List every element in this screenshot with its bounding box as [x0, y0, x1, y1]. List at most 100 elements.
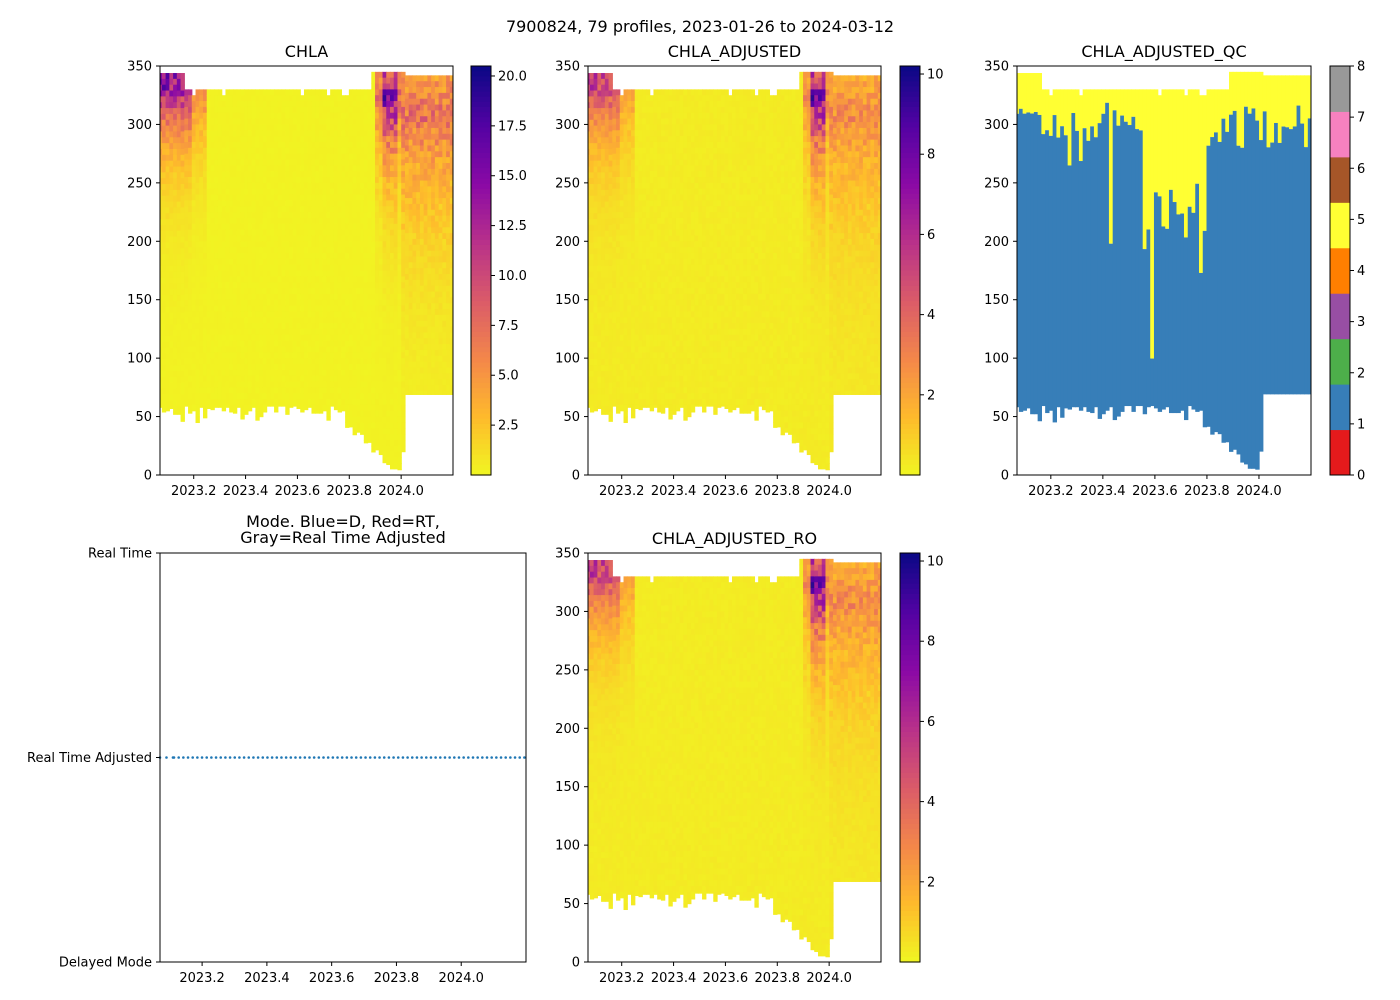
chla-cell: [274, 136, 279, 143]
chla-colorbar-step: [471, 428, 491, 435]
chla-cell: [214, 212, 219, 219]
chla-cell: [251, 212, 256, 219]
chla_adjusted-cell: [593, 213, 598, 220]
chla-cell: [375, 206, 380, 213]
chla-cell: [277, 264, 283, 272]
chla-cell: [326, 252, 331, 260]
chla_adjusted-cell: [601, 119, 606, 127]
chla-cell: [330, 124, 335, 131]
chla-cell: [180, 406, 185, 413]
chla-cell: [195, 235, 200, 242]
chla-cell: [236, 130, 242, 137]
chla-cell: [341, 112, 346, 120]
chla-cell: [307, 171, 313, 178]
chla-cell: [191, 177, 197, 184]
chla-cell: [169, 400, 174, 407]
chla-cell: [322, 358, 328, 365]
chla-cell: [322, 235, 328, 242]
chla-cell: [203, 165, 208, 172]
chla-cell: [348, 95, 354, 102]
chla-cell: [360, 293, 365, 301]
chla-cell: [449, 291, 453, 298]
chla-cell: [240, 171, 245, 178]
chla-cell: [165, 324, 170, 331]
chla-cell: [300, 282, 305, 289]
chla-cell: [285, 393, 290, 400]
chla-cell: [244, 334, 249, 342]
chla-cell: [229, 206, 234, 213]
chla-cell: [427, 180, 432, 187]
chla-cell: [303, 328, 309, 336]
chla-cell: [348, 136, 354, 143]
chla-cell: [404, 303, 410, 310]
chla_adjusted-cell: [601, 96, 606, 103]
chla-cell: [378, 188, 384, 196]
chla-cell: [326, 130, 331, 137]
chla-cell: [330, 264, 335, 272]
chla-cell: [401, 305, 406, 312]
chla-cell: [217, 369, 223, 377]
chla-cell: [247, 352, 253, 359]
chla_adjusted-cell: [597, 236, 602, 244]
chla-cell: [371, 323, 376, 330]
chla-cell: [199, 282, 204, 289]
chla-cell: [199, 293, 204, 301]
chla-cell: [195, 241, 200, 248]
chla-cell: [397, 217, 402, 225]
chla-cell: [165, 90, 170, 97]
chla-cell: [419, 285, 425, 293]
chla-cell: [427, 314, 432, 322]
chla-cell: [434, 349, 440, 357]
chla-cell: [322, 200, 328, 207]
chla_adjusted-cell: [597, 90, 602, 97]
chla-colorbar-step: [471, 96, 491, 103]
chla-cell: [416, 385, 421, 392]
chla-cell: [259, 363, 264, 371]
chla-cell: [438, 186, 443, 193]
chla-cell: [247, 369, 253, 377]
chla-cell: [330, 159, 335, 166]
chla-cell: [199, 153, 204, 161]
chla-cell: [408, 390, 414, 395]
chla-cell: [404, 139, 410, 147]
chla-cell: [217, 235, 223, 242]
chla-cell: [300, 106, 305, 114]
chla-cell: [412, 268, 417, 275]
chla-cell: [423, 244, 428, 252]
chla-cell: [330, 334, 335, 342]
chla-cell: [225, 358, 230, 365]
chla-cell: [427, 344, 432, 351]
chla-cell: [352, 270, 357, 277]
chla-cell: [416, 139, 421, 147]
chla-cell: [259, 258, 264, 266]
chla-cell: [206, 217, 212, 225]
chla-cell: [360, 288, 365, 295]
chla-cell: [360, 188, 365, 196]
chla-cell: [262, 352, 268, 359]
chla-cell: [165, 166, 170, 173]
chla_adjusted-cell: [593, 230, 598, 238]
chla-colorbar-step: [471, 188, 491, 195]
chla-cell: [266, 346, 271, 353]
chla_adjusted-cell: [597, 289, 602, 296]
chla-cell: [389, 387, 395, 394]
chla-cell: [431, 256, 436, 263]
chla-cell: [337, 334, 342, 342]
chla-cell: [401, 334, 406, 342]
chla-cell: [378, 153, 384, 161]
chla_adjusted-cell: [597, 154, 602, 162]
chla-cell: [434, 279, 440, 287]
chla-cell: [232, 106, 238, 114]
chla_adjusted-cell: [604, 189, 610, 197]
chla-cell: [356, 177, 361, 184]
chla-cell: [169, 289, 174, 296]
chla-cell: [300, 147, 305, 155]
chla-cell: [210, 369, 215, 377]
chla-cell: [165, 248, 170, 255]
chla-cell: [352, 293, 357, 301]
chla-cell: [446, 157, 451, 164]
chla-cell: [180, 113, 185, 121]
chla-cell: [240, 241, 245, 248]
chla-cell: [206, 358, 212, 365]
chla-cell: [438, 268, 443, 275]
